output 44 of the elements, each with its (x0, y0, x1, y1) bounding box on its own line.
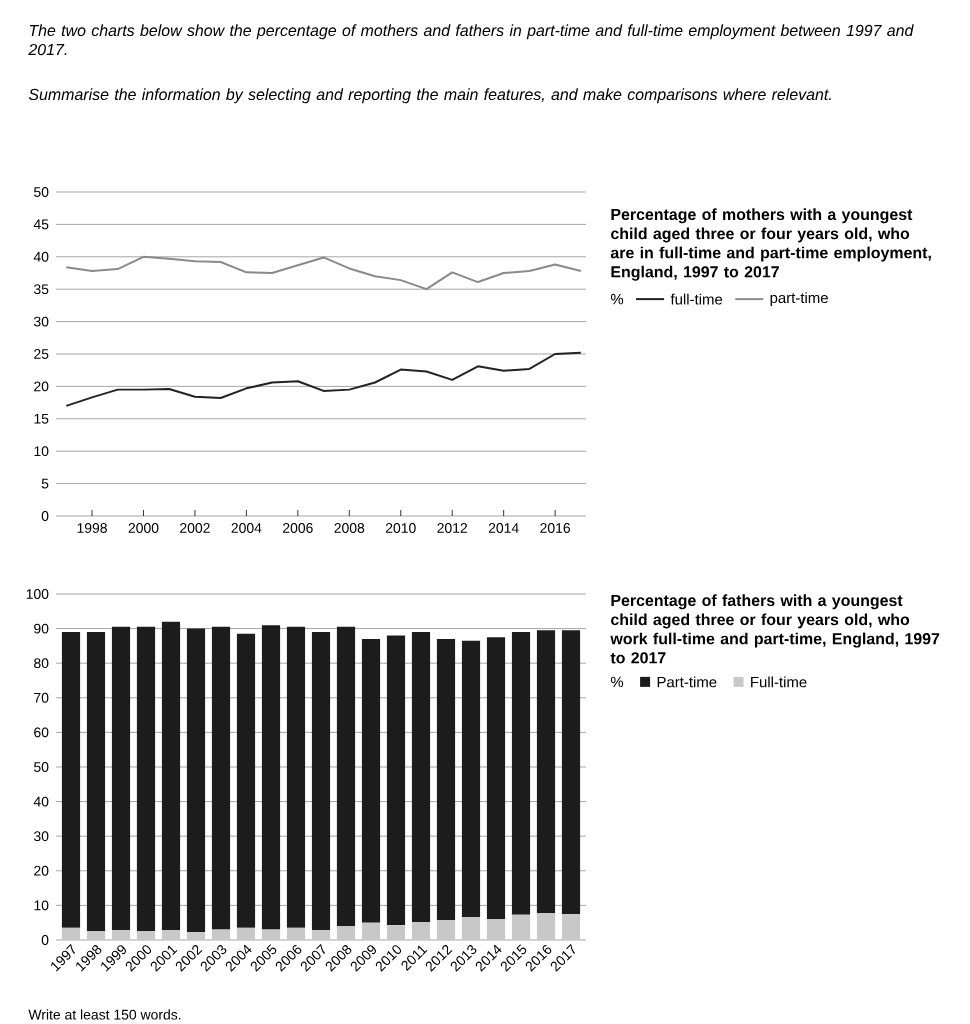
bar (186, 628, 206, 933)
bar (361, 922, 381, 940)
bar (211, 626, 231, 930)
bar (411, 921, 431, 940)
bar (561, 630, 581, 915)
bar (286, 927, 306, 940)
bar (136, 626, 156, 932)
bar (436, 638, 456, 921)
bar (486, 637, 506, 920)
bar (436, 920, 456, 940)
bar (61, 632, 81, 928)
bar (411, 632, 431, 922)
bar (286, 626, 306, 928)
bar (561, 914, 581, 940)
bar (211, 929, 231, 940)
bar (486, 919, 506, 940)
bar (386, 925, 406, 940)
bar (536, 630, 556, 913)
bar (461, 640, 481, 918)
bar (236, 927, 256, 940)
bar (361, 638, 381, 923)
bar (111, 626, 131, 931)
bar (536, 913, 556, 940)
bar (186, 932, 206, 940)
bar (311, 930, 331, 940)
bar (86, 632, 106, 932)
bar (86, 931, 106, 940)
bar (261, 625, 281, 930)
bar (336, 626, 356, 927)
bar (461, 917, 481, 940)
bar (136, 931, 156, 940)
bar (161, 930, 181, 940)
bar (511, 914, 531, 940)
line-series (65, 351, 582, 407)
bar (311, 632, 331, 931)
line-series (65, 255, 582, 291)
bar (61, 927, 81, 940)
bar (111, 930, 131, 940)
bar (336, 926, 356, 940)
bar (261, 929, 281, 940)
bar (161, 621, 181, 931)
bar (236, 633, 256, 928)
bar (386, 635, 406, 926)
bar (511, 632, 531, 915)
